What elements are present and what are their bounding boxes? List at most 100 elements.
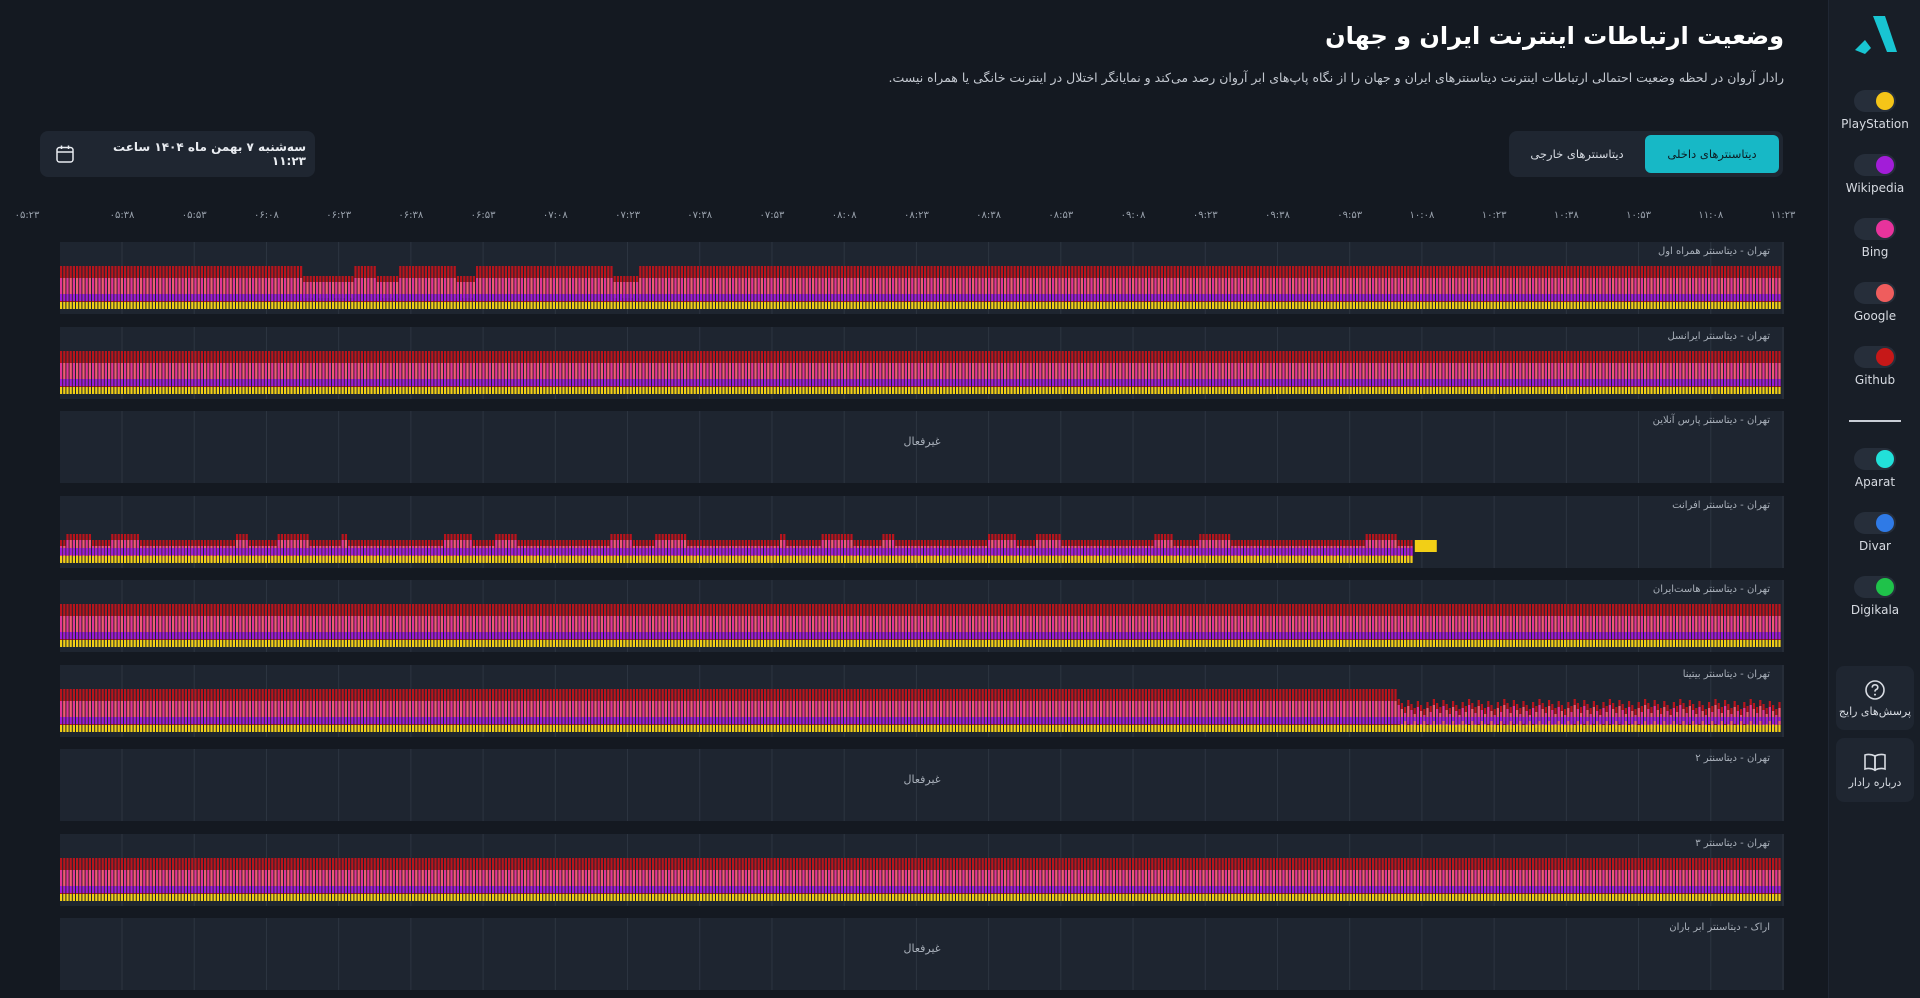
datacenter-name: تهران - دیتاسنتر همراه اول	[1657, 246, 1770, 257]
time-tick-label: ۱۰:۲۳	[1481, 210, 1507, 221]
toggle-switch[interactable]	[1854, 90, 1896, 112]
datacenter-row: تهران - دیتاسنتر افرانت	[60, 495, 1784, 568]
availability-band	[60, 857, 1781, 901]
faq-button[interactable]: پرسش‌های رایج	[1836, 666, 1914, 730]
toggle-switch[interactable]	[1854, 154, 1896, 176]
datacenter-name: تهران - دیتاسنتر پارس آنلاین	[1652, 415, 1770, 426]
service-toggle-divar[interactable]: Divar	[1829, 512, 1920, 568]
time-tick-label: ۰۸:۲۳	[903, 210, 929, 221]
digikala-icon	[1876, 578, 1894, 596]
toggle-switch[interactable]	[1854, 218, 1896, 240]
availability-strip	[60, 580, 1784, 652]
datacenter-status-inactive: غیرفعال	[903, 942, 941, 955]
time-tick-label: ۱۱:۰۸	[1698, 210, 1724, 221]
time-axis: ۰۵:۲۳ ۰۵:۳۸ ۰۵:۵۳ ۰۶:۰۸ ۰۶:۲۳ ۰۶:۳۸ ۰۶:۵۳ ۰۷:۰۸…	[0, 210, 1800, 230]
service-label: PlayStation	[1841, 117, 1909, 131]
datacenter-row: تهران - دیتاسنتر بیتینا	[60, 664, 1784, 737]
wikipedia-icon	[1876, 156, 1894, 174]
time-tick-label: ۰۷:۵۳	[759, 210, 785, 221]
datacenter-row: اراک - دیتاسنتر ابر باران غیرفعال	[60, 918, 1784, 990]
service-label: Github	[1854, 373, 1896, 387]
service-toggle-github[interactable]: Github	[1829, 346, 1920, 402]
page-subtitle: رادار آروان در لحظه وضعیت احتمالی ارتباط…	[888, 70, 1784, 85]
availability-band	[60, 266, 1781, 309]
time-tick-label: ۰۵:۲۳	[14, 210, 40, 221]
service-label: Bing	[1861, 245, 1889, 259]
availability-strip	[60, 242, 1784, 314]
availability-strip	[121, 411, 1784, 483]
service-toggle-aparat[interactable]: Aparat	[1829, 448, 1920, 504]
availability-strip	[60, 664, 1784, 737]
toggle-switch[interactable]	[1854, 448, 1896, 470]
toggle-switch[interactable]	[1854, 576, 1896, 598]
availability-strip	[60, 326, 1784, 399]
divar-icon	[1876, 514, 1894, 532]
datacenter-status-inactive: غیرفعال	[903, 435, 941, 448]
arvan-logo-icon	[1855, 16, 1897, 54]
datacenter-row: تهران - دیتاسنتر ایرانسل	[60, 326, 1784, 399]
service-toggle-google[interactable]: Google	[1829, 282, 1920, 338]
datacenter-name: تهران - دیتاسنتر ۲	[1695, 753, 1770, 764]
google-icon	[1876, 284, 1894, 302]
availability-band	[60, 350, 1781, 394]
service-toggle-bing[interactable]: Bing	[1829, 218, 1920, 274]
time-tick-label: ۱۰:۵۳	[1626, 210, 1651, 221]
datacenter-row: تهران - دیتاسنتر هاست‌ایران	[60, 580, 1784, 652]
time-tick-label: ۰۹:۵۳	[1337, 210, 1363, 221]
service-label: Wikipedia	[1845, 181, 1905, 195]
calendar-icon	[56, 145, 74, 163]
faq-label: پرسش‌های رایج	[1838, 704, 1912, 718]
service-toggle-wikipedia[interactable]: Wikipedia	[1829, 154, 1920, 210]
date-picker[interactable]: سه‌شنبه ۷ بهمن ماه ۱۴۰۴ ساعت ۱۱:۲۳	[40, 131, 315, 177]
about-label: درباره رادار	[1848, 775, 1902, 789]
time-tick-label: ۰۵:۵۳	[181, 210, 207, 221]
time-tick-label: ۱۰:۰۸	[1409, 210, 1435, 221]
datacenter-name: تهران - دیتاسنتر ۳	[1695, 837, 1770, 849]
time-tick-label: ۰۶:۲۳	[326, 210, 352, 221]
toggle-switch[interactable]	[1854, 282, 1896, 304]
time-tick-label: ۰۸:۰۸	[831, 210, 857, 221]
datacenter-status-inactive: غیرفعال	[903, 773, 941, 786]
time-tick-label: ۰۶:۰۸	[253, 210, 279, 221]
tab-internal-datacenters[interactable]: دیتاسنترهای داخلی	[1645, 135, 1779, 173]
time-tick-label: ۰۷:۰۸	[542, 210, 568, 221]
question-icon	[1865, 679, 1885, 700]
datacenter-row: تهران - دیتاسنتر ۲ غیرفعال	[60, 749, 1784, 821]
selected-date: سه‌شنبه ۷ بهمن ماه ۱۴۰۴ ساعت ۱۱:۲۳	[113, 140, 306, 168]
bing-icon	[1876, 220, 1894, 238]
time-tick-label: ۰۵:۳۸	[109, 210, 135, 221]
tab-external-datacenters[interactable]: دیتاسنترهای خارجی	[1530, 147, 1624, 161]
service-label: Aparat	[1854, 475, 1896, 489]
availability-band	[60, 688, 1781, 732]
github-icon	[1876, 348, 1894, 366]
toggle-switch[interactable]	[1854, 346, 1896, 368]
datacenter-name: اراک - دیتاسنتر ابر باران	[1669, 922, 1770, 933]
time-tick-label: ۰۶:۵۳	[470, 210, 496, 221]
time-tick-label: ۰۸:۵۳	[1048, 210, 1074, 221]
toggle-switch[interactable]	[1854, 512, 1896, 534]
datacenter-tabs: دیتاسنترهای داخلی دیتاسنترهای خارجی	[1509, 131, 1783, 177]
availability-band	[60, 533, 1437, 563]
time-tick-label: ۰۷:۲۳	[615, 210, 640, 221]
service-toggle-digikala[interactable]: Digikala	[1829, 576, 1920, 632]
availability-strip	[60, 833, 1784, 906]
book-icon	[1864, 753, 1886, 771]
service-label: Divar	[1859, 539, 1891, 553]
datacenter-row: تهران - دیتاسنتر همراه اول	[60, 242, 1784, 314]
time-tick-label: ۰۷:۳۸	[687, 210, 713, 221]
about-radar-button[interactable]: درباره رادار	[1836, 738, 1914, 802]
playstation-icon	[1876, 92, 1894, 110]
page-title: وضعیت ارتباطات اینترنت ایران و جهان	[1325, 22, 1784, 50]
service-sidebar: PlayStation Wikipedia Bing Google Github Apar…	[1828, 0, 1920, 998]
availability-strip	[121, 918, 1784, 990]
datacenter-name: تهران - دیتاسنتر افرانت	[1672, 499, 1770, 511]
datacenter-name: تهران - دیتاسنتر بیتینا	[1682, 668, 1770, 680]
datacenter-name: تهران - دیتاسنتر هاست‌ایران	[1652, 584, 1770, 595]
service-label: Google	[1853, 309, 1897, 323]
sidebar-divider	[1849, 420, 1901, 422]
service-toggle-playstation[interactable]: PlayStation	[1829, 90, 1920, 146]
time-tick-label: ۰۶:۳۸	[398, 210, 424, 221]
availability-band	[60, 604, 1781, 647]
time-tick-label: ۰۹:۰۸	[1120, 210, 1146, 221]
